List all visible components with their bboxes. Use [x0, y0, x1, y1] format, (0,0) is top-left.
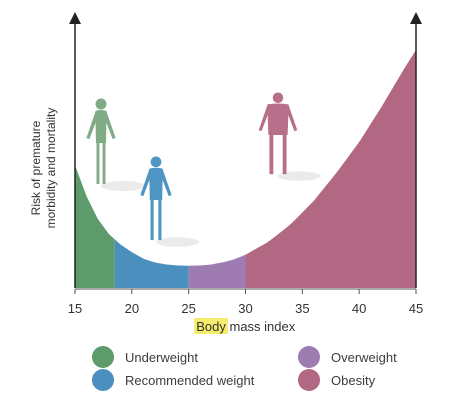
figure-torso: [95, 110, 107, 143]
y-axis-label: Risk of prematuremorbidity and mortality: [29, 108, 58, 229]
figure-left-arm: [140, 169, 152, 197]
x-axis-label-highlight: [194, 318, 228, 334]
legend-label-recommended-weight: Recommended weight: [125, 372, 255, 388]
legend-item-underweight: Underweight: [92, 346, 198, 368]
x-tick-label: 40: [352, 301, 366, 316]
figure-torso: [149, 167, 163, 200]
x-axis-label-highlighted-word: Body: [196, 319, 226, 334]
band-obesity: [245, 49, 416, 288]
figure-right-arm: [104, 112, 116, 139]
legend-label-obesity: Obesity: [331, 372, 376, 388]
figure-right-arm: [286, 105, 298, 132]
recommended-weight-figure-icon: [140, 156, 200, 247]
x-tick-label: 30: [238, 301, 252, 316]
underweight-figure-icon: [86, 98, 145, 191]
legend-item-obesity: Obesity: [298, 369, 375, 391]
figure-right-leg: [102, 142, 106, 184]
x-axis-label-rest: mass index: [226, 319, 296, 334]
figure-shadow: [156, 237, 200, 247]
figure-right-arm: [160, 169, 172, 197]
chart-plot-svg: 15 20 25 30 35 40 45 Body mass index Risk of pre…: [29, 12, 423, 334]
figure-left-leg: [150, 199, 154, 241]
figure-left-leg: [269, 134, 274, 175]
figure-shadow: [278, 171, 321, 181]
legend-label-overweight: Overweight: [331, 349, 397, 365]
legend-item-overweight: Overweight: [298, 346, 397, 368]
band-recommended-weight: [114, 239, 189, 288]
x-tick-label: 20: [125, 301, 139, 316]
figure-head: [150, 156, 162, 168]
band-underweight: [75, 165, 115, 288]
legend-swatch-overweight: [298, 346, 320, 368]
figure-head: [272, 92, 284, 103]
x-axis-label: Body mass index: [196, 319, 296, 334]
y-axis-label-line: morbidity and mortality: [44, 108, 58, 229]
x-tick-label: 15: [68, 301, 82, 316]
legend-item-recommended-weight: Recommended weight: [92, 369, 254, 391]
x-tick-label: 25: [181, 301, 195, 316]
obesity-figure-icon: [258, 92, 321, 181]
figure-right-leg: [282, 134, 287, 175]
legend-swatch-obesity: [298, 369, 320, 391]
figure-right-leg: [158, 199, 162, 241]
legend: Underweight Overweight Recommended weigh…: [0, 342, 467, 400]
figure-left-arm: [86, 112, 98, 139]
y-axis-right-arrow-icon: [410, 12, 422, 24]
figure-shadow: [101, 181, 145, 191]
y-axis-label-line: Risk of premature: [29, 120, 43, 215]
figure-torso: [267, 103, 289, 135]
legend-label-underweight: Underweight: [125, 349, 198, 365]
figure-head: [95, 98, 107, 110]
legend-swatch-underweight: [92, 346, 114, 368]
figure-left-leg: [96, 142, 100, 184]
x-tick-label: 35: [295, 301, 309, 316]
x-tick-label: 45: [409, 301, 423, 316]
y-axis-left-arrow-icon: [69, 12, 81, 24]
legend-swatch-recommended-weight: [92, 369, 114, 391]
figure-left-arm: [258, 105, 270, 132]
band-overweight: [188, 254, 246, 288]
